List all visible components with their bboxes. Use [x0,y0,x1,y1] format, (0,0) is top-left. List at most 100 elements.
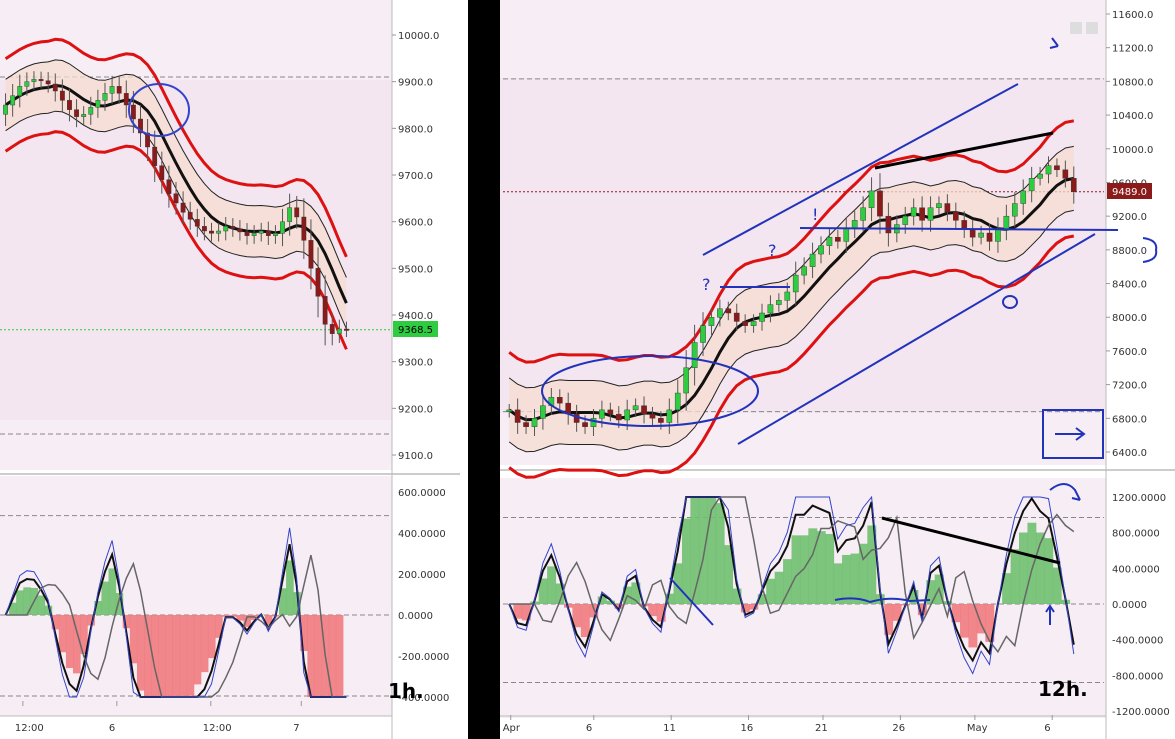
oscillator-bar [808,528,818,604]
candle [1070,178,1077,193]
oscillator-bar [335,615,344,697]
candle [173,193,179,204]
oscillator-bar [867,525,877,604]
oscillator-bar [656,604,666,622]
svg-text:9489.0: 9489.0 [1112,187,1147,198]
oscillator-bar [328,615,337,697]
oscillator-bar [94,600,102,615]
candle [159,165,165,180]
candle [180,202,186,213]
candle [67,100,72,110]
oscillator-bar [774,571,784,604]
oscillator-bar [917,604,927,616]
oscillator-bar [207,615,216,659]
oscillator-bar [243,615,252,627]
price-tick-label: 9200.0 [398,404,433,415]
oscillator-bar [278,588,287,615]
oscillator-bar [108,568,117,615]
candle [194,219,200,227]
candle [666,409,673,423]
current-price-tag-12h: 9489.0 [1107,183,1152,199]
red-band-upper [4,37,348,258]
oscillator-bar [9,602,17,615]
candle [801,266,807,276]
candle [251,233,257,236]
candle [809,253,816,267]
candle [506,409,513,412]
oscillator-bar [144,615,152,697]
oscillator-bar [44,605,53,615]
candle [102,93,108,101]
candle [953,211,959,221]
candle [265,230,271,236]
price-tick-label: 7200.0 [1112,381,1147,392]
oscillator-tick-label: 1200.0000 [1112,493,1166,504]
oscillator-tick-label: -1200.0000 [1112,707,1170,718]
oscillator-bar [115,593,124,615]
oscillator-bar [665,593,675,604]
candle [767,304,774,314]
oscillator-bar [73,615,81,674]
candle [145,132,150,148]
oscillator-bar [193,615,202,685]
price-tick-label: 6400.0 [1112,448,1147,459]
price-tick-label: 10000.0 [1112,145,1153,156]
time-tick-label: 12:00 [203,723,232,734]
oscillator-bar [222,615,230,617]
candle [287,207,293,222]
oscillator-fast-line [508,495,1075,675]
candle [209,230,214,234]
oscillator-bar [23,587,31,615]
price-tick-label: 9800.0 [398,124,433,135]
candle [885,215,892,234]
candle [700,325,706,343]
oscillator-bar [976,604,986,634]
candle [1054,165,1060,171]
candle [868,190,875,208]
channel-lower-line [508,209,1074,453]
candle [750,321,757,326]
oscillator-bar [136,615,145,691]
oscillator-bar [1019,532,1028,604]
candle [961,220,968,229]
oscillator-bar [1044,538,1054,604]
oscillator-tick-label: 600.0000 [398,488,446,499]
time-tick-label: 26 [892,723,905,734]
time-tick-label: 12:00 [15,723,44,734]
price-tick-label: 10400.0 [1112,111,1153,122]
oscillator-bar [884,604,894,635]
svg-text:!: ! [812,205,818,224]
oscillator-bar [122,615,131,629]
candle [792,274,799,293]
candle [258,230,264,234]
candle [237,228,243,233]
oscillator-bar [314,615,323,697]
candle [582,422,588,427]
candle [123,93,129,106]
oscillator-bar [172,615,181,697]
candle [1003,215,1010,229]
candle [116,86,122,94]
oscillator-tick-label: -400.0000 [398,693,449,704]
price-channel [5,59,347,329]
price-tick-label: 9500.0 [398,264,433,275]
candle [995,228,1001,242]
oscillator-bar [732,588,742,604]
candle [944,203,951,213]
candle [308,240,314,269]
price-tick-label: 8800.0 [1112,246,1147,257]
candle [10,95,16,106]
candle [902,215,909,225]
candle [45,80,51,85]
candle [52,83,58,92]
annotations-12h: ? ? ! [541,22,1158,626]
oscillator-bar [555,583,565,604]
oscillator-bar [707,497,717,604]
oscillator-bar [968,604,978,648]
oscillator-bar [200,615,209,673]
oscillator-bar [757,594,767,604]
oscillator-signal-line [508,496,1075,663]
candle [223,226,229,232]
candle [649,413,656,419]
